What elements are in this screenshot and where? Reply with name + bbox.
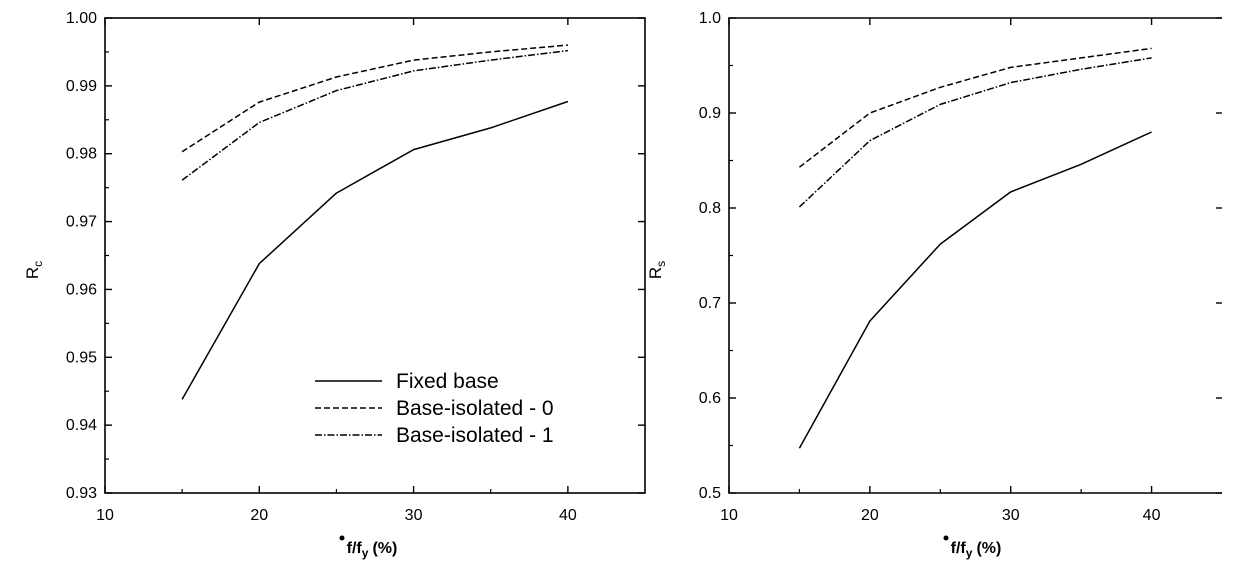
series-line-dashdot [798, 57, 1152, 208]
x-tick-label: 40 [559, 507, 577, 524]
y-tick-label: 0.98 [66, 146, 97, 163]
legend-label: Fixed base [396, 370, 499, 393]
x-axis-label-main: f/f [347, 540, 363, 557]
x-axis-label-sub: y [362, 546, 369, 560]
series-line-dashed [181, 44, 568, 153]
y-axis-label-sub: s [654, 261, 668, 267]
x-tick-label: 30 [1002, 507, 1020, 524]
x-tick-label: 10 [96, 507, 114, 524]
y-tick-label: 0.97 [66, 214, 97, 231]
legend-label: Base-isolated - 0 [396, 397, 554, 420]
y-tick-label: 0.7 [699, 295, 721, 312]
x-axis-label-unit: (%) [372, 540, 397, 557]
y-tick-label: 0.6 [699, 390, 721, 407]
y-tick-label: 0.95 [66, 349, 97, 366]
legend: Fixed base Base-isolated - 0 Base-isolated… [315, 370, 554, 447]
chart-panel-2: 0.5 0.6 0.7 0.8 0.9 1.0 10 20 30 40 Rs f/fy (%) [646, 10, 1222, 560]
y-tick-label: 0.93 [66, 485, 97, 502]
y-tick-label: 0.94 [66, 417, 97, 434]
series-line-dashdot [181, 49, 568, 181]
y-tick-label: 0.8 [699, 200, 721, 217]
y-tick-label: 0.99 [66, 78, 97, 95]
x-axis-label: f/fy (%) [347, 540, 398, 560]
x-axis-label-accent [943, 535, 949, 541]
y-tick-label: 1.00 [66, 10, 97, 27]
series-line-solid [181, 100, 569, 400]
y-tick-label: 0.96 [66, 281, 97, 298]
x-axis-label-main: f/f [951, 540, 967, 557]
y-axis-label-main: R [646, 267, 665, 279]
y-tick-label: 0.5 [699, 485, 721, 502]
y-tick-label: 1.0 [699, 10, 721, 27]
x-tick-label: 10 [720, 507, 738, 524]
y-axis-label: Rs [646, 261, 668, 279]
legend-label: Base-isolated - 1 [396, 424, 554, 447]
x-axis-label-sub: y [966, 546, 973, 560]
plot-frame [728, 17, 1222, 494]
x-tick-label: 20 [250, 507, 268, 524]
x-axis-label: f/fy (%) [951, 540, 1002, 560]
x-axis-label-accent [339, 535, 345, 541]
y-tick-label: 0.9 [699, 105, 721, 122]
x-axis-label-unit: (%) [976, 540, 1001, 557]
x-tick-label: 40 [1143, 507, 1161, 524]
x-tick-label: 30 [405, 507, 423, 524]
series-line-dashed [798, 47, 1152, 168]
series-line-solid [798, 131, 1152, 449]
y-axis-label: Rc [23, 261, 45, 279]
y-axis-label-main: R [23, 267, 42, 279]
x-tick-label: 20 [861, 507, 879, 524]
plot-frame [104, 17, 646, 494]
chart-panel-1: 0.93 0.94 0.95 0.96 0.97 0.98 0.99 1.00 10 20 30 40… [23, 10, 646, 560]
y-axis-label-sub: c [31, 261, 45, 267]
